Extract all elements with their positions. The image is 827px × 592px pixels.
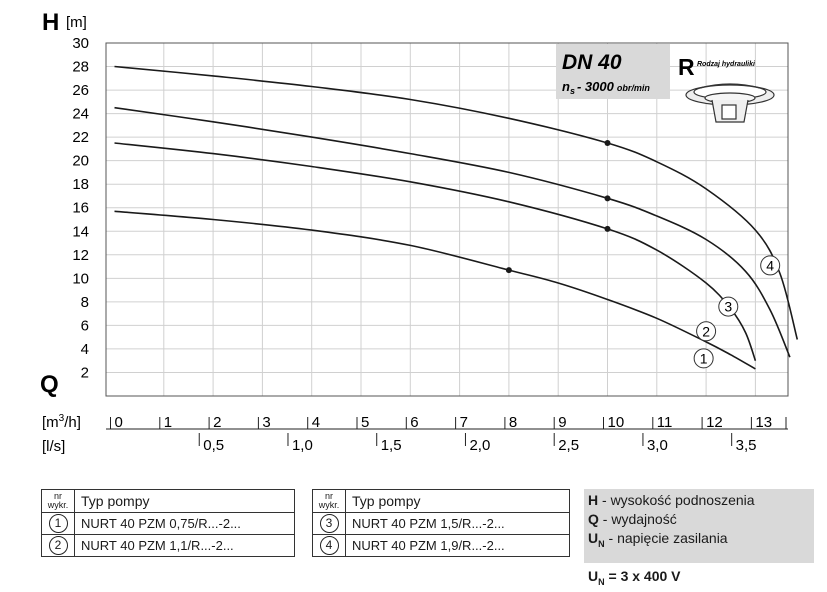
y-axis-unit: [m] — [66, 14, 87, 31]
y-tick-label: 18 — [72, 176, 89, 193]
x-tick-label-ls: 0,5 — [203, 437, 224, 454]
ns-label: ns - 3000 obr/min — [562, 79, 650, 96]
pump-curves: 1 23 4 — [114, 65, 799, 370]
y-tick-label: 10 — [72, 270, 89, 287]
pump-model: NURT 40 PZM 1,9/R...-2... — [345, 534, 570, 557]
curve-point-1 — [505, 267, 512, 274]
curve-number: 2 — [48, 536, 68, 555]
header-pump-type: Typ pompy — [345, 489, 570, 513]
curve-number: 4 — [319, 536, 339, 555]
y-tick-label: 28 — [72, 59, 89, 76]
curve-point-2 — [604, 225, 611, 232]
pump-curve-1 — [114, 210, 756, 370]
y-tick-label: 22 — [72, 129, 89, 146]
header-nr: nr wykr. — [41, 489, 75, 513]
pump-curve-2 — [114, 142, 757, 361]
x-tick-label-m3h: 6 — [410, 414, 418, 431]
curve-number-label: 2 — [702, 323, 710, 339]
hydraulics-letter: R — [678, 54, 695, 80]
table-row: 1 NURT 40 PZM 0,75/R...-2... — [41, 512, 295, 535]
x-tick-label-ls: 3,0 — [647, 437, 668, 454]
curve-point-4 — [604, 140, 611, 147]
x-tick-label-m3h: 8 — [509, 414, 517, 431]
symbol-legend: H - wysokość podnoszenia Q - wydajność U… — [584, 489, 814, 563]
curve-number-circle — [693, 348, 714, 369]
y-tick-label: 4 — [81, 341, 89, 358]
hydraulics-caption: Rodzaj hydrauliki — [697, 61, 756, 68]
header-pump-type: Typ pompy — [74, 489, 295, 513]
y-tick-label: 8 — [81, 294, 89, 311]
y-tick-label: 14 — [72, 223, 89, 240]
curve-number: 3 — [319, 514, 339, 533]
y-tick-label: 6 — [81, 317, 89, 334]
x-tick-label-m3h: 12 — [706, 414, 723, 431]
x-tick-label-m3h: 3 — [262, 414, 270, 431]
x-tick-label-m3h: 0 — [115, 414, 123, 431]
y-tick-label: 30 — [72, 35, 89, 52]
grid-lines — [106, 42, 788, 396]
x-tick-label-m3h: 11 — [657, 414, 673, 431]
dn-label: DN 40 — [562, 51, 622, 74]
curve-number-circle — [696, 321, 717, 342]
y-tick-label: 12 — [72, 247, 89, 264]
plot-frame — [105, 42, 789, 397]
curve-number-circle — [718, 296, 739, 317]
x-tick-label-m3h: 1 — [164, 414, 172, 431]
x-unit-ls: [l/s] — [42, 438, 65, 455]
pump-table-left: nr wykr. Typ pompy 1 NURT 40 PZM 0,75/R..… — [41, 489, 295, 557]
curve-number-label: 3 — [724, 299, 732, 315]
curve-number-label: 1 — [700, 350, 708, 366]
x-tick-label-m3h: 13 — [755, 414, 772, 431]
legend-h: H - wysokość podnoszenia — [588, 492, 755, 508]
x-tick-labels: 0 1 2 3 4 5 6 7 8 9 10 11 12 130,5 1,0 1,5 2,0 2,5 3,0 3,5 — [106, 414, 788, 454]
pump-curve-3 — [114, 106, 791, 358]
x-tick-label-m3h: 2 — [213, 414, 221, 431]
x-tick-label-ls: 2,0 — [469, 437, 490, 454]
table-row: 3 NURT 40 PZM 1,5/R...-2... — [312, 512, 570, 535]
y-axis-letter: H — [42, 9, 59, 36]
pump-model: NURT 40 PZM 1,1/R...-2... — [74, 534, 295, 557]
legend-un: UN - napięcie zasilania — [588, 530, 728, 549]
impeller-icon — [685, 83, 775, 123]
y-tick-label: 16 — [72, 200, 89, 217]
x-tick-label-ls: 1,0 — [292, 437, 313, 454]
x-tick-label-m3h: 10 — [608, 414, 625, 431]
x-unit-m3h: [m3/h] — [42, 413, 81, 431]
pump-table-right: nr wykr. Typ pompy 3 NURT 40 PZM 1,5/R...… — [312, 489, 570, 557]
supply-voltage: UN = 3 x 400 V — [588, 568, 681, 587]
curve-number-circle — [760, 255, 781, 276]
pump-model: NURT 40 PZM 0,75/R...-2... — [74, 512, 295, 535]
legend-q: Q - wydajność — [588, 511, 677, 527]
x-tick-label-ls: 2,5 — [558, 437, 579, 454]
curve-number-label: 4 — [766, 257, 774, 273]
x-tick-label-ls: 1,5 — [381, 437, 402, 454]
y-tick-label: 26 — [72, 82, 89, 99]
y-tick-label: 24 — [72, 106, 89, 123]
table-row: 2 NURT 40 PZM 1,1/R...-2... — [41, 534, 295, 557]
pump-model: NURT 40 PZM 1,5/R...-2... — [345, 512, 570, 535]
curve-number: 1 — [48, 514, 68, 533]
x-tick-label-ls: 3,5 — [736, 437, 757, 454]
header-nr: nr wykr. — [312, 489, 346, 513]
table-row: 4 NURT 40 PZM 1,9/R...-2... — [312, 534, 570, 557]
x-tick-label-m3h: 4 — [312, 414, 320, 431]
info-box — [556, 44, 670, 99]
x-axis-letter: Q — [40, 371, 59, 398]
curve-point-3 — [604, 195, 611, 202]
x-tick-label-m3h: 5 — [361, 414, 369, 431]
pump-curve-4 — [114, 65, 799, 340]
y-tick-label: 2 — [81, 364, 89, 381]
y-tick-label: 20 — [72, 153, 89, 170]
x-tick-label-m3h: 9 — [558, 414, 566, 431]
x-tick-label-m3h: 7 — [460, 414, 468, 431]
